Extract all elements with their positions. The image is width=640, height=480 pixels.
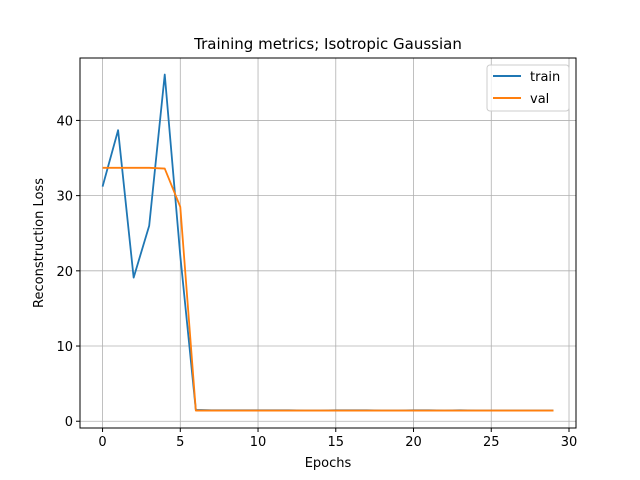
x-axis-label: Epochs <box>305 456 352 471</box>
y-tick-label: 20 <box>56 265 73 280</box>
y-tick-label: 10 <box>56 340 73 355</box>
x-tick-label: 0 <box>98 435 106 450</box>
legend: train val <box>486 64 570 112</box>
y-axis-label: Reconstruction Loss <box>32 178 47 308</box>
series-line-train <box>101 73 554 412</box>
x-tick-label: 25 <box>483 435 500 450</box>
x-tick-label: 10 <box>250 435 267 450</box>
plot-frame <box>79 57 577 429</box>
y-tick-label: 30 <box>56 190 73 205</box>
y-axis: 0 10 20 30 40 <box>56 114 80 430</box>
x-axis: 0 5 10 15 20 25 30 <box>98 428 577 450</box>
x-tick-label: 15 <box>328 435 345 450</box>
x-tick-label: 5 <box>176 435 184 450</box>
y-tick-label: 0 <box>65 415 73 430</box>
x-tick-label: 20 <box>405 435 422 450</box>
series-layer <box>101 73 554 412</box>
grid <box>80 58 576 428</box>
y-tick-label: 40 <box>56 114 73 129</box>
series-line-val <box>102 166 554 412</box>
chart-title: Training metrics; Isotropic Gaussian <box>193 35 462 53</box>
legend-label-train: train <box>530 70 560 85</box>
x-tick-label: 30 <box>561 435 578 450</box>
legend-label-val: val <box>530 92 549 107</box>
